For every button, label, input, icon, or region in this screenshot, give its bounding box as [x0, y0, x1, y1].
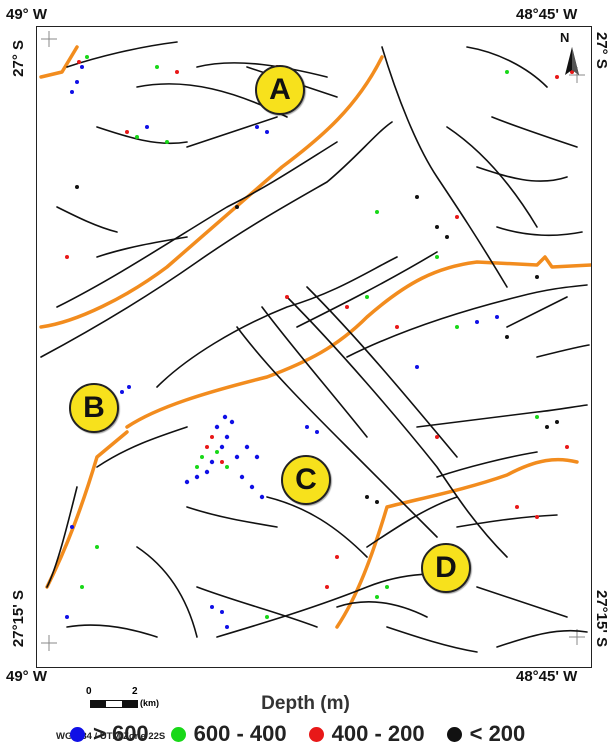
orange-boundaries	[39, 45, 591, 629]
scale-zero-label: 0	[86, 686, 92, 697]
region-label-d: D	[421, 543, 471, 593]
map-frame: N A B C D	[36, 26, 592, 668]
region-label-a: A	[255, 65, 305, 115]
legend-dot-black	[446, 726, 462, 742]
map-canvas	[39, 31, 591, 653]
region-label-b: B	[69, 383, 119, 433]
bottom-left-longitude: 49° W	[6, 668, 48, 685]
legend-dot-blue	[70, 726, 85, 742]
depth-points-over-600	[65, 65, 499, 629]
right-bottom-latitude: 27°15' S	[593, 590, 610, 648]
scale-unit-label: (km)	[140, 698, 160, 708]
north-arrow-label: N	[560, 30, 570, 45]
region-label-c: C	[281, 455, 331, 505]
top-right-longitude: 48°45' W	[516, 6, 578, 23]
depth-points-400-200	[65, 60, 574, 589]
crs-label: WGS 84 / UTM Zone 22S	[56, 731, 166, 742]
lineaments	[40, 41, 590, 653]
left-top-latitude: 27° S	[10, 40, 27, 77]
right-top-latitude: 27° S	[593, 32, 610, 69]
legend-item-under-200: < 200	[446, 721, 526, 747]
depth-points	[65, 55, 574, 629]
legend-dot-green	[170, 726, 186, 742]
depth-points-600-400	[80, 55, 539, 619]
legend-item-600-400: 600 - 400	[170, 721, 287, 747]
legend-item-over-600: > 600	[70, 721, 149, 747]
legend-label: 400 - 200	[331, 721, 425, 746]
corner-crosshairs	[41, 31, 585, 651]
bottom-right-longitude: 48°45' W	[516, 668, 578, 685]
legend-label: < 200	[469, 721, 526, 746]
north-arrow	[565, 47, 579, 75]
scale-two-label: 2	[132, 686, 138, 697]
legend-item-400-200: 400 - 200	[308, 721, 425, 747]
legend: > 600 600 - 400 400 - 200 < 200	[70, 719, 547, 749]
legend-dot-red	[308, 726, 324, 742]
top-left-longitude: 49° W	[6, 6, 48, 23]
scale-bar-graphic	[90, 700, 138, 708]
legend-label: > 600	[93, 721, 149, 746]
left-bottom-latitude: 27°15' S	[10, 590, 27, 648]
legend-label: 600 - 400	[193, 721, 287, 746]
legend-title: Depth (m)	[261, 693, 350, 714]
depth-points-under-200	[75, 185, 559, 504]
